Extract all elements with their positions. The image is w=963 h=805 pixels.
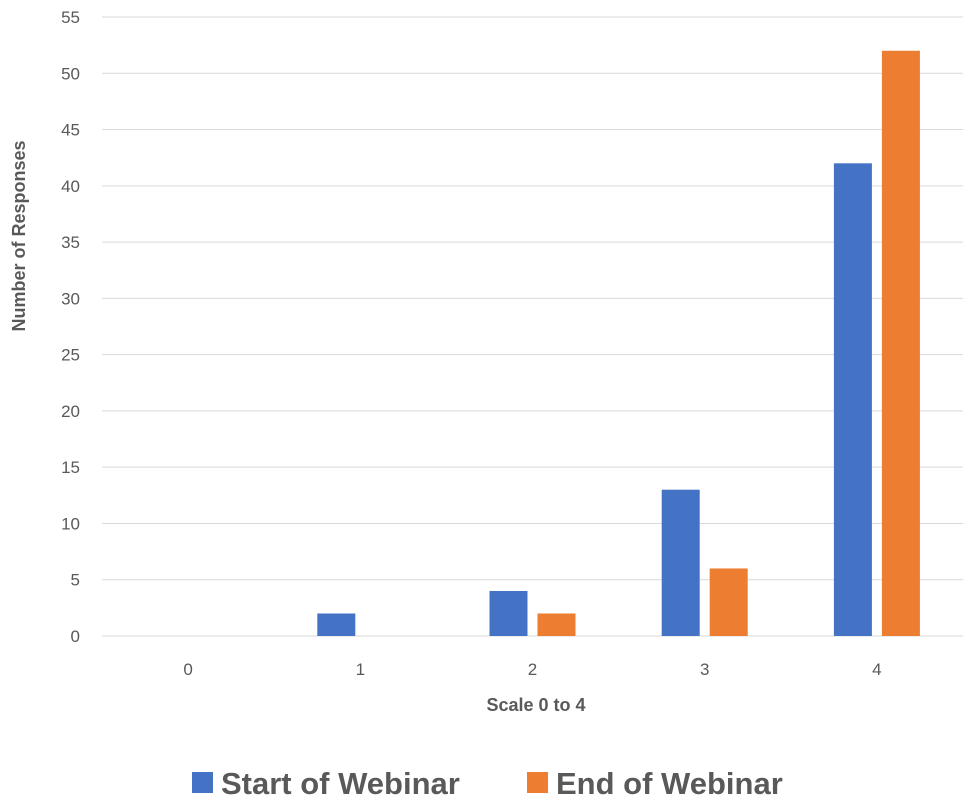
bar-start-of-webinar-2 — [489, 590, 528, 636]
bar-end-of-webinar-3 — [709, 568, 748, 636]
y-tick-label: 35 — [61, 233, 80, 252]
y-axis-title: Number of Responses — [9, 140, 29, 331]
x-tick-label: 0 — [183, 660, 192, 679]
y-tick-label: 45 — [61, 121, 80, 140]
x-tick-label: 4 — [872, 660, 881, 679]
y-tick-label: 40 — [61, 177, 80, 196]
x-tick-label: 1 — [356, 660, 365, 679]
y-axis-ticks: 0 5 10 15 20 25 30 35 40 45 50 55 — [61, 8, 80, 646]
legend-swatch — [192, 772, 213, 793]
y-tick-label: 55 — [61, 8, 80, 27]
y-tick-label: 15 — [61, 458, 80, 477]
gridlines — [102, 16, 963, 637]
y-tick-label: 25 — [61, 346, 80, 365]
y-tick-label: 50 — [61, 64, 80, 83]
y-tick-label: 5 — [71, 571, 80, 590]
legend-swatch — [527, 772, 548, 793]
x-axis-title: Scale 0 to 4 — [486, 695, 585, 715]
bar-start-of-webinar-4 — [833, 163, 872, 637]
y-tick-label: 20 — [61, 402, 80, 421]
bars — [317, 50, 920, 637]
legend: Start of Webinar End of Webinar — [192, 766, 783, 801]
y-tick-label: 0 — [71, 627, 80, 646]
bar-end-of-webinar-4 — [881, 50, 920, 637]
x-tick-label: 2 — [528, 660, 537, 679]
bar-start-of-webinar-1 — [317, 613, 356, 636]
legend-label: Start of Webinar — [221, 766, 460, 801]
x-tick-label: 3 — [700, 660, 709, 679]
legend-label: End of Webinar — [556, 766, 783, 801]
bar-end-of-webinar-2 — [537, 613, 576, 636]
y-tick-label: 30 — [61, 289, 80, 308]
x-axis-ticks: 0 1 2 3 4 — [183, 660, 881, 679]
y-tick-label: 10 — [61, 514, 80, 533]
bar-start-of-webinar-3 — [661, 489, 700, 636]
